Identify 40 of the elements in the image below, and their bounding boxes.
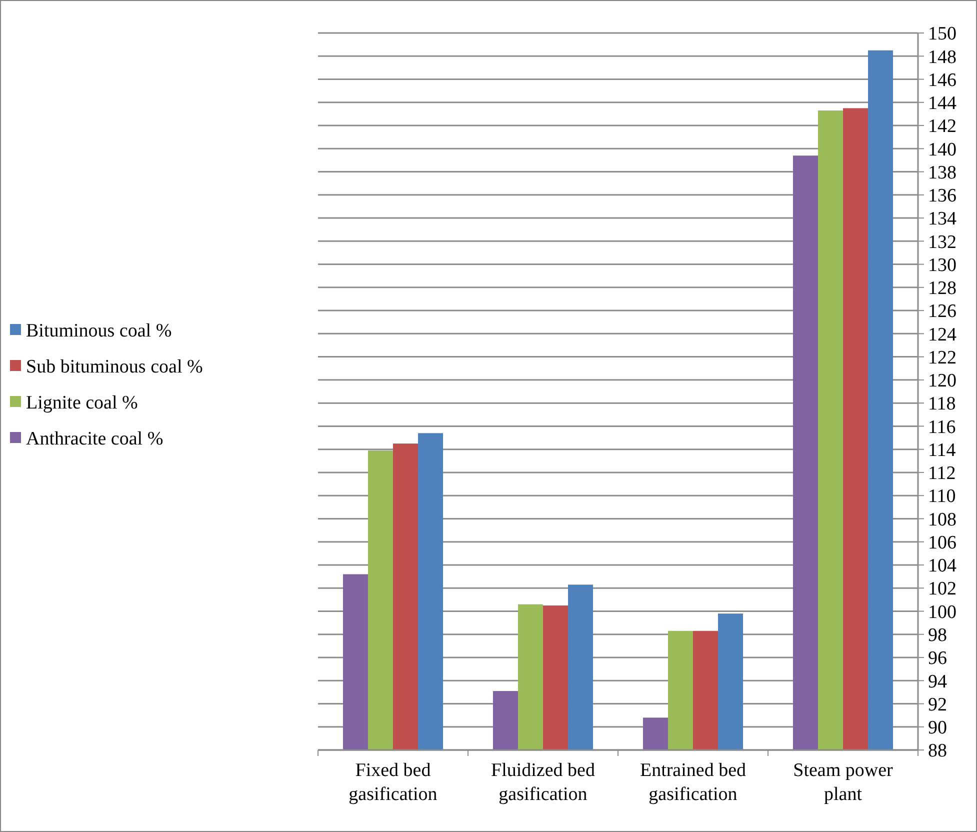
y-tick-label: 110 (928, 486, 956, 508)
y-tick-label: 120 (928, 370, 956, 392)
y-tick-label: 130 (928, 254, 956, 276)
y-tick-label: 148 (928, 46, 956, 68)
y-tick-label: 126 (928, 301, 956, 322)
y-tick-label: 116 (928, 416, 956, 438)
y-tick-label: 124 (928, 324, 957, 346)
y-tick-label: 136 (928, 186, 956, 207)
x-tick-label: Steam power plant (793, 760, 894, 805)
y-tick-label: 98 (928, 625, 947, 646)
y-tick-label: 142 (928, 116, 956, 138)
y-tick-label: 150 (928, 24, 956, 45)
y-tick-label: 140 (928, 139, 956, 160)
y-tick-label: 122 (928, 347, 956, 368)
x-tick-label: Fluidized bed gasification (491, 760, 596, 805)
x-tick-label: Entrained bed gasification (640, 760, 747, 805)
y-tick-label: 108 (928, 509, 956, 530)
y-tick-label: 114 (928, 440, 956, 461)
x-tick-label: Fixed bed gasification (348, 760, 438, 805)
y-tick-label: 96 (928, 648, 947, 670)
y-tick-label: 94 (928, 671, 948, 692)
y-tick-label: 112 (928, 463, 956, 484)
y-tick-label: 100 (928, 602, 956, 623)
y-tick-label: 144 (928, 93, 957, 114)
y-tick-label: 104 (928, 556, 957, 577)
legend-label: Bituminous coal % (26, 320, 172, 342)
y-tick-label: 132 (928, 232, 956, 253)
y-tick-label: 106 (928, 532, 956, 554)
y-tick-label: 138 (928, 162, 956, 184)
y-tick-label: 92 (928, 694, 947, 716)
legend-label: Anthracite coal % (26, 428, 164, 450)
y-tick-label: 146 (928, 70, 956, 91)
y-tick-label: 134 (928, 208, 957, 230)
y-tick-label: 88 (928, 740, 947, 762)
legend-label: Lignite coal % (26, 392, 138, 414)
y-tick-label: 118 (928, 394, 956, 415)
y-tick-label: 90 (928, 718, 947, 739)
y-tick-label: 128 (928, 278, 956, 300)
y-tick-label: 102 (928, 578, 956, 600)
legend-label: Sub bituminous coal % (26, 356, 203, 378)
